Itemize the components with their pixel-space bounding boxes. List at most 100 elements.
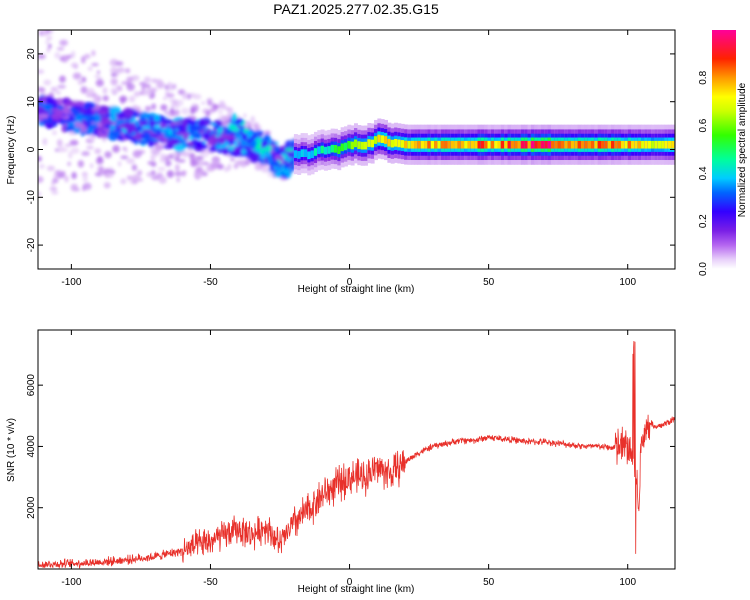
spectrogram-cell	[110, 67, 118, 74]
spectrogram-ridge-cell	[507, 140, 512, 149]
spectrogram-cell	[265, 145, 272, 152]
spectrogram-cell	[124, 115, 133, 121]
colorbar-gradient	[712, 30, 736, 269]
spectrogram-cell	[132, 150, 142, 158]
spectrogram-cell	[51, 112, 63, 121]
spectrogram-cell	[116, 111, 125, 119]
spectrogram-cell	[236, 118, 243, 124]
spectrogram-cell	[104, 151, 112, 159]
spectrogram-ridge-cell	[547, 140, 552, 149]
spectrogram-cell	[51, 130, 58, 136]
spectrogram-ridge-cell	[447, 140, 452, 149]
spectrogram-cell	[52, 122, 58, 127]
spectrogram-cell	[221, 115, 229, 121]
spectrogram-ridge-cell	[367, 139, 372, 147]
spectrogram-cell	[38, 191, 42, 197]
spectrogram-ridge-cell	[634, 140, 639, 149]
spectrogram-ridge-cell	[424, 140, 429, 149]
spectrogram-ridge-cell	[457, 140, 462, 149]
spectrogram-cell	[197, 118, 206, 128]
spectrogram-cell	[139, 140, 148, 145]
spectrogram-cell	[109, 130, 122, 138]
spectrogram-ridge-cell	[444, 140, 449, 149]
spectrogram-ridge-cell	[594, 140, 599, 149]
spectrogram-cell	[56, 105, 64, 111]
spectrogram-cell	[115, 61, 124, 66]
spectrogram-ridge-cell	[387, 138, 392, 147]
spectrogram-ridge-cell	[654, 140, 659, 149]
spectrogram-ridge-cell	[487, 140, 492, 149]
spectrogram-ridge-cell	[627, 140, 632, 149]
spectrogram-ridge-cell	[494, 140, 499, 149]
spectrogram-ridge-cell	[310, 150, 315, 159]
spectrogram-cell	[151, 78, 158, 83]
spectrogram-cell	[110, 77, 118, 86]
spectrogram-ridge-cell	[644, 140, 649, 149]
spectrogram-ridge-cell	[667, 140, 672, 149]
spectrogram-cell	[46, 35, 53, 41]
spectrogram-ridge-cell	[420, 140, 425, 149]
spectrogram-cell	[167, 81, 173, 90]
spectrogram-cell	[250, 115, 256, 124]
spectrogram-cell	[109, 124, 116, 131]
spectrogram-ridge-cell	[624, 140, 629, 149]
spectrogram-cell	[82, 112, 93, 117]
spectrogram-ridge-cell	[574, 140, 579, 149]
spectrogram-cell	[222, 148, 229, 156]
spectrogram-cell	[166, 170, 174, 178]
spectrogram-cell	[207, 99, 212, 106]
spectrogram-cell	[57, 172, 66, 179]
spectrogram-cell	[144, 133, 151, 137]
spectrogram-cell	[80, 86, 88, 94]
spectrogram-ridge-cell	[327, 146, 332, 154]
spectrogram-cell	[117, 161, 122, 167]
spectrogram-cell	[174, 138, 179, 145]
spectrogram-cell	[126, 83, 135, 91]
spectrogram-ridge-cell	[350, 141, 355, 150]
spectrogram-cell	[42, 104, 53, 112]
y-tick-label: -10	[26, 190, 37, 205]
spectrogram-ridge-cell	[597, 140, 602, 149]
spectrogram-cell	[102, 137, 107, 143]
spectrogram-cell	[224, 129, 232, 136]
spectrogram-cell	[38, 113, 49, 118]
spectrogram-cell	[159, 159, 167, 163]
spectrogram-ridge-cell	[664, 140, 669, 149]
spectrogram-cell	[211, 123, 217, 127]
spectrogram-ridge-cell	[323, 146, 328, 155]
snr-series-line	[38, 340, 675, 569]
spectrogram-ridge-cell	[390, 139, 395, 148]
spectrogram-cell	[144, 105, 152, 112]
spectrogram-cell	[255, 122, 259, 126]
spectrogram-cell	[73, 100, 86, 107]
spectrogram-cell	[224, 166, 229, 172]
spectrogram-ridge-cell	[470, 140, 475, 149]
spectrogram-cell	[148, 134, 160, 139]
x-tick-label: -100	[61, 277, 81, 288]
colorbar-tick-label: 0.4	[698, 166, 709, 180]
spectrogram-ridge-cell	[584, 140, 589, 149]
spectrogram-ridge-cell	[587, 140, 592, 149]
spectrogram-cell	[143, 122, 148, 126]
spectrogram-ridge-cell	[631, 140, 635, 149]
spectrogram-cell	[38, 96, 44, 101]
spectrogram-cell	[195, 169, 204, 176]
spectrogram-ridge-cell	[407, 140, 412, 149]
spectrogram-cell	[161, 118, 173, 125]
spectrogram-ridge-cell	[540, 140, 545, 149]
spectrogram-cell	[261, 167, 271, 172]
spectrogram-cell	[68, 116, 75, 122]
spectrogram-ridge-cell	[560, 140, 565, 149]
spectrogram-cell	[110, 87, 119, 94]
spectrogram-cell	[43, 79, 52, 86]
spectrogram-cell	[176, 177, 180, 183]
spectrogram-cell	[64, 127, 75, 132]
spectrogram-cell	[158, 176, 167, 184]
spectrogram-cell	[190, 139, 197, 143]
spectrogram-cell	[46, 47, 50, 53]
spectrogram-ridge-cell	[671, 140, 675, 149]
spectrogram-cell	[45, 40, 49, 45]
spectrogram-ridge-cell	[520, 140, 525, 149]
spectrogram-cell	[97, 155, 103, 162]
